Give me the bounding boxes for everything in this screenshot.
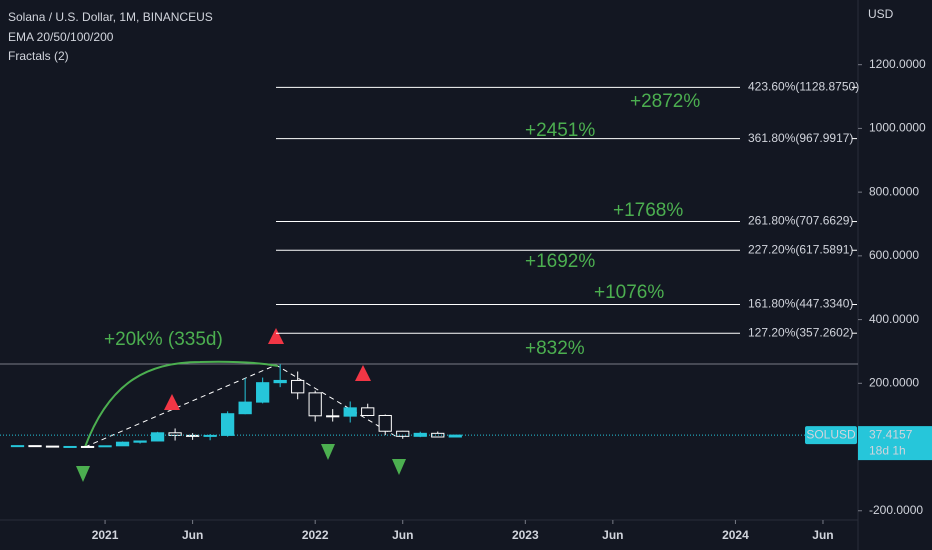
fractal-up <box>164 394 180 410</box>
fib-label: 423.60%(1128.8750) <box>748 80 859 94</box>
fib-label: 161.80%(447.3340) <box>748 297 853 311</box>
y-tick-label: 800.0000 <box>869 184 919 198</box>
annotation: +20k% (335d) <box>104 329 223 350</box>
candle-body <box>10 445 25 448</box>
fractal-down <box>76 466 90 482</box>
candle-body <box>63 445 77 448</box>
arc <box>84 360 279 448</box>
y-tick-label: 1000.0000 <box>869 121 926 135</box>
candle-body <box>396 430 410 437</box>
y-tick-label: -200.0000 <box>869 503 923 517</box>
candle-body <box>273 379 287 384</box>
annotation: +1768% <box>613 200 683 221</box>
candle-body <box>80 445 95 448</box>
candle-body <box>168 432 182 436</box>
x-tick-label: Jun <box>602 528 623 542</box>
price-label: 37.4157 <box>869 427 913 441</box>
candle-body <box>378 414 392 432</box>
symbol-box <box>805 426 857 445</box>
candle-body <box>361 407 375 416</box>
candle-body <box>326 415 340 418</box>
y-tick-label: 1200.0000 <box>869 57 926 71</box>
candle-body <box>45 445 60 448</box>
fractal-up <box>268 328 284 344</box>
candle-body <box>256 382 270 403</box>
fractal-up <box>355 365 371 381</box>
y-tick-label: 200.0000 <box>869 375 919 389</box>
fib-label: 261.80%(707.6629) <box>748 214 853 228</box>
candle-body <box>150 432 165 442</box>
annotation: +1076% <box>594 282 664 303</box>
x-tick-label: 2023 <box>512 528 539 542</box>
annotation: +2451% <box>525 120 595 141</box>
candle-body <box>291 379 305 394</box>
price-box <box>858 426 932 461</box>
y-tick-label: 400.0000 <box>869 312 919 326</box>
x-tick-label: 2024 <box>722 528 749 542</box>
annotation: +2872% <box>630 91 700 112</box>
candle-body <box>343 407 357 417</box>
currency: USD <box>868 7 894 21</box>
candle-body <box>308 392 322 417</box>
candle-body <box>238 401 252 415</box>
fractal-down <box>321 444 335 460</box>
candle-body <box>221 413 235 436</box>
fib-label: 127.20%(357.2602) <box>748 325 853 339</box>
candle-body <box>115 441 130 447</box>
annotation: +1692% <box>525 251 595 272</box>
candle-body <box>133 440 147 443</box>
fib-label: 227.20%(617.5891) <box>748 242 853 256</box>
x-tick-label: 2021 <box>92 528 119 542</box>
symbol-label: SOLUSD <box>806 427 856 441</box>
fractal-down <box>392 459 406 475</box>
indicator: Fractals (2) <box>8 49 69 63</box>
candle-body <box>98 445 112 448</box>
chart-title: Solana / U.S. Dollar, 1M, BINANCEUS <box>8 10 213 24</box>
x-tick-label: Jun <box>812 528 833 542</box>
candle-body <box>28 445 42 448</box>
indicator: EMA 20/50/100/200 <box>8 30 114 44</box>
x-tick-label: 2022 <box>302 528 329 542</box>
x-tick-label: Jun <box>182 528 203 542</box>
annotation: +832% <box>525 338 585 359</box>
x-tick-label: Jun <box>392 528 413 542</box>
candle-body <box>431 432 445 438</box>
y-tick-label: 600.0000 <box>869 248 919 262</box>
candle-body <box>448 434 462 438</box>
countdown: 18d 1h <box>869 443 906 457</box>
fib-label: 361.80%(967.9917) <box>748 131 853 145</box>
